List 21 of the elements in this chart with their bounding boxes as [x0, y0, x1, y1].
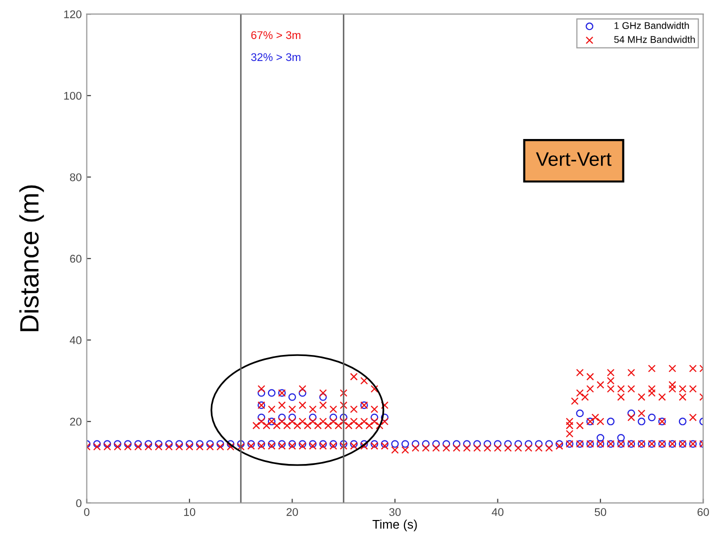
legend-label: 54 MHz Bandwidth: [614, 36, 695, 43]
x-tick-label: 0: [84, 508, 90, 516]
y-tick-label: 60: [70, 254, 82, 263]
x-tick-label: 10: [184, 508, 196, 516]
y-tick-label: 40: [70, 336, 82, 344]
y-tick-label: 120: [64, 10, 82, 18]
x-tick-label: 40: [492, 508, 504, 516]
annotation: 67% > 3m: [251, 31, 300, 40]
y-tick-label: 20: [70, 418, 82, 426]
legend-label: 1 GHz Bandwidth: [614, 22, 689, 30]
y-tick-label: 0: [76, 499, 82, 508]
x-tick-label: 50: [594, 508, 606, 516]
x-tick-label: 30: [389, 508, 401, 516]
x-axis-title: Time (s): [372, 520, 417, 532]
annotation: Vert-Vert: [536, 152, 612, 166]
y-axis-title: Distance (m): [19, 185, 44, 332]
x-tick-label: 20: [286, 508, 298, 516]
x-tick-label: 60: [698, 508, 709, 516]
y-tick-label: 100: [64, 92, 82, 100]
annotation: 32% > 3m: [251, 53, 300, 62]
y-tick-label: 80: [70, 173, 82, 182]
